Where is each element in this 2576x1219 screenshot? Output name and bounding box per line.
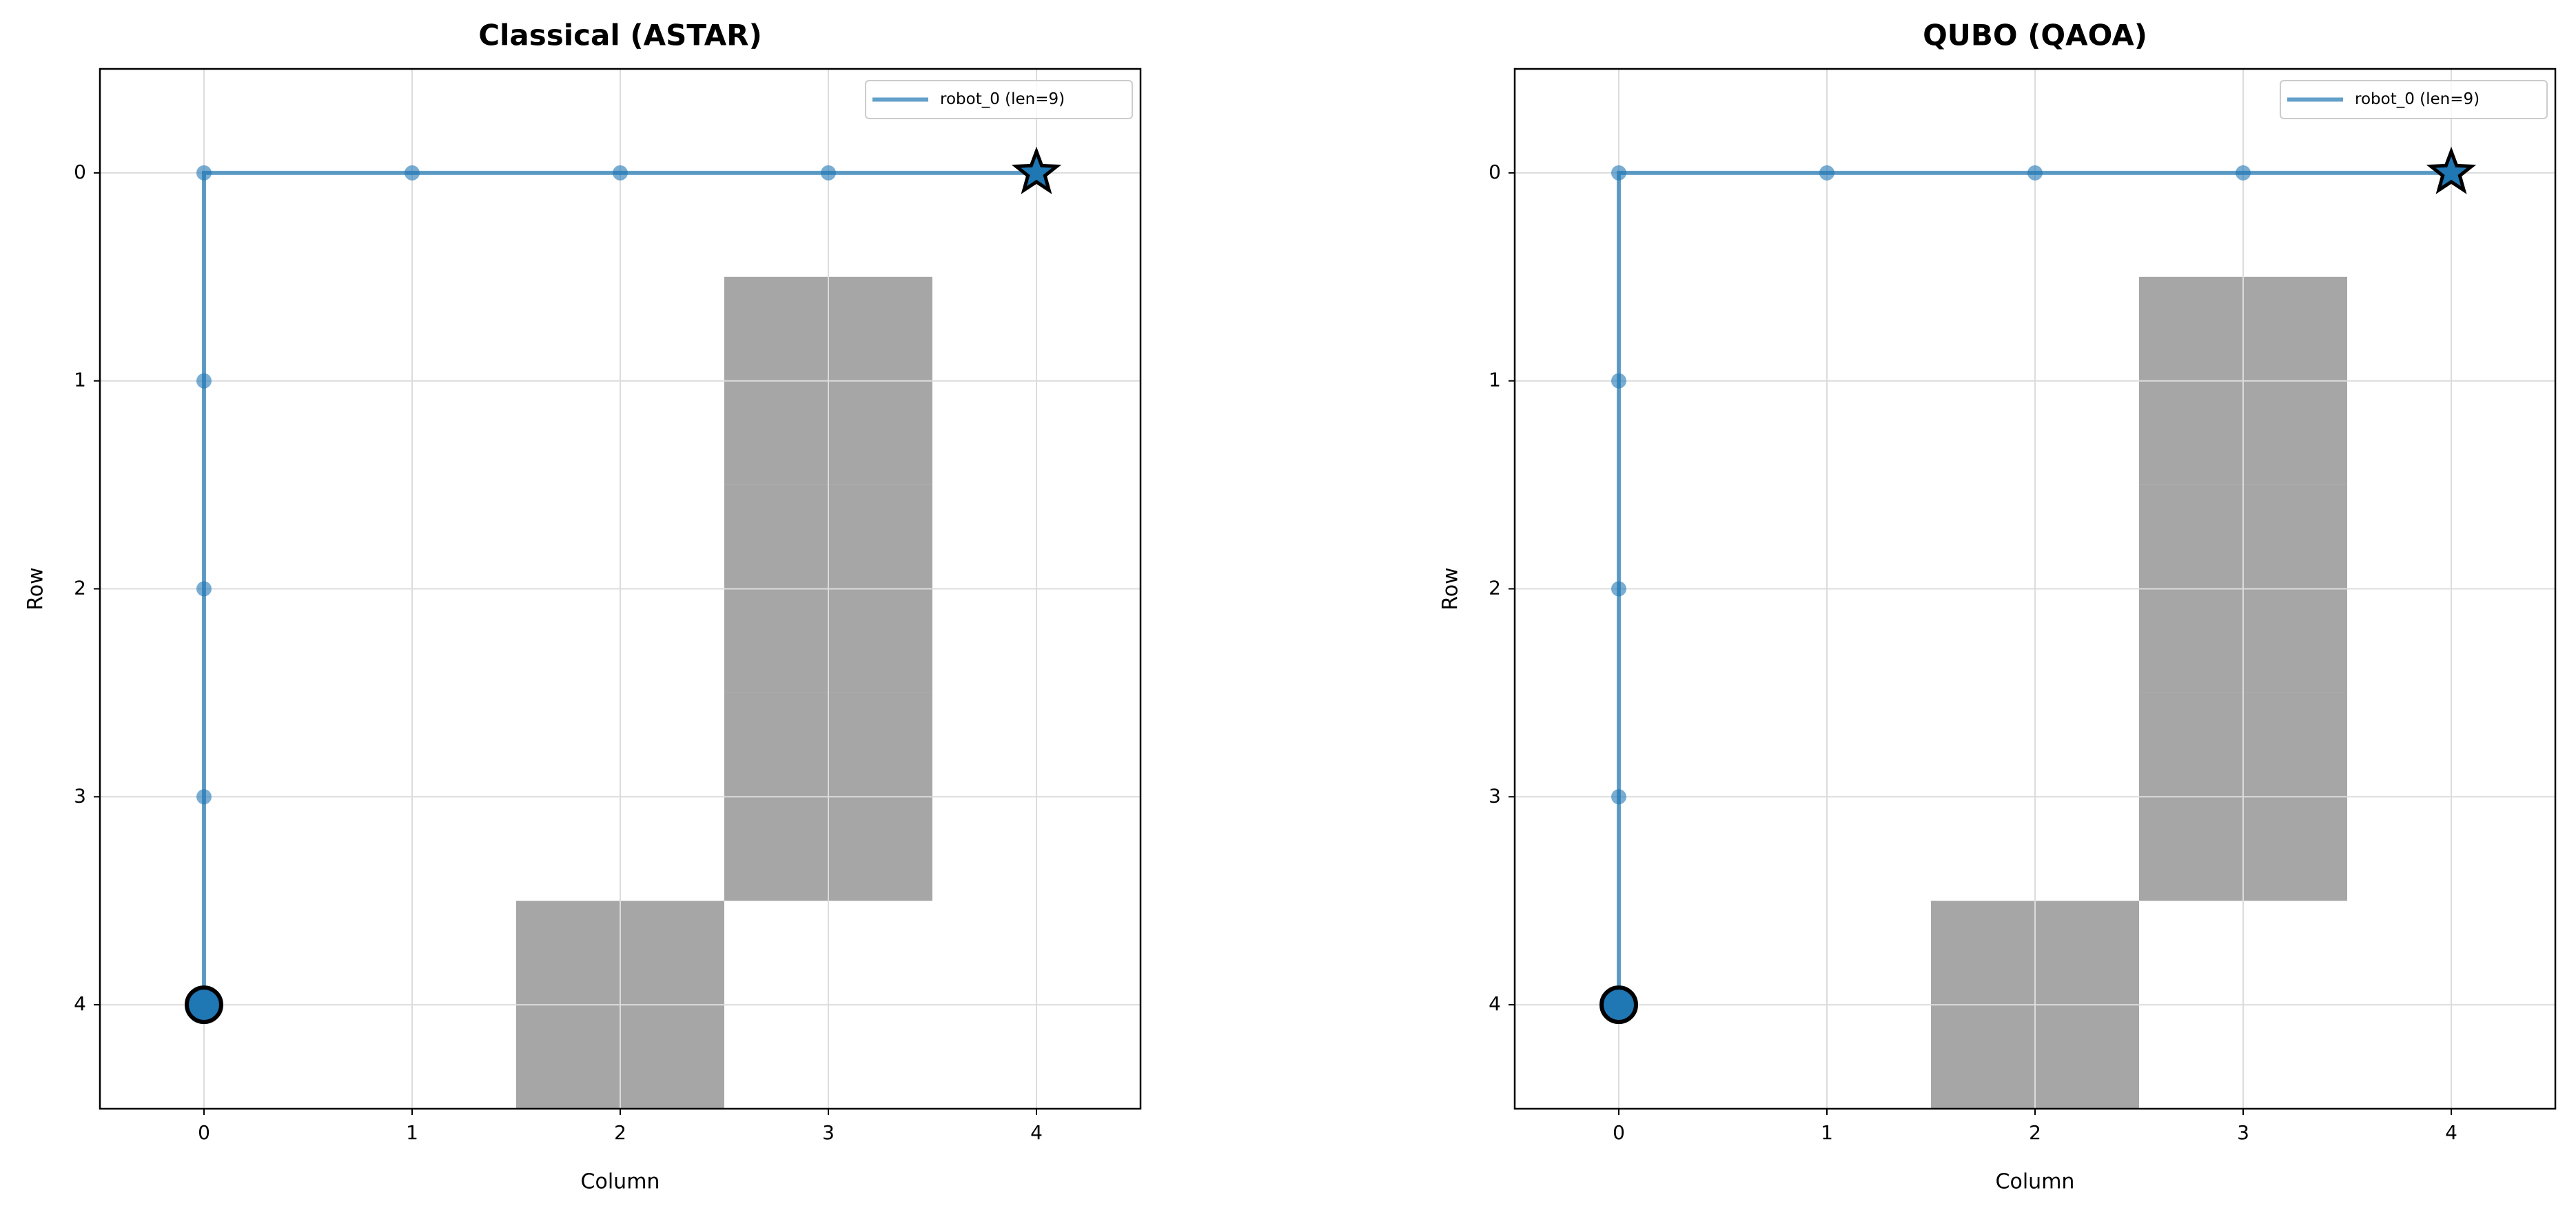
x-tick-label: 0 [198, 1121, 210, 1144]
path-point [1819, 165, 1834, 181]
y-tick-label: 0 [1489, 161, 1501, 183]
chart-title: Classical (ASTAR) [478, 19, 762, 52]
path-point [196, 373, 212, 389]
path-point [196, 581, 212, 597]
path-point [821, 165, 836, 181]
x-tick-label: 1 [1821, 1121, 1833, 1144]
y-tick-label: 3 [74, 784, 86, 807]
x-tick-label: 2 [614, 1121, 626, 1144]
y-tick-label: 1 [1489, 369, 1501, 391]
goal-marker [1011, 146, 1062, 194]
y-axis-label: Row [24, 567, 48, 610]
path-point [196, 789, 212, 805]
y-tick-label: 4 [1489, 992, 1501, 1015]
y-tick-label: 0 [74, 161, 86, 183]
x-tick-label: 2 [2029, 1121, 2041, 1144]
x-tick-label: 1 [406, 1121, 418, 1144]
path-point [405, 165, 420, 181]
start-marker [185, 985, 223, 1025]
x-tick-label: 3 [822, 1121, 835, 1144]
path-point [613, 165, 628, 181]
y-tick-label: 2 [1489, 577, 1501, 600]
start-marker [1599, 985, 1638, 1025]
x-tick-label: 3 [2237, 1121, 2249, 1144]
path-point [1611, 165, 1626, 181]
legend-box [865, 80, 1133, 119]
chart-panel: 0 1 2 3 4 0 1 2 3 4 robot_0 (len=9) QUBO (QAOA) Colu… [1439, 19, 2557, 1194]
y-axis-label: Row [1439, 567, 1463, 610]
x-tick-label: 4 [2445, 1121, 2457, 1144]
axes-frame [99, 68, 1142, 1110]
y-tick-label: 3 [1489, 784, 1501, 807]
path-point [1611, 373, 1626, 389]
x-tick-label: 4 [1030, 1121, 1043, 1144]
y-tick-label: 2 [74, 577, 86, 600]
legend-label: robot_0 (len=9) [940, 90, 1065, 108]
legend-label: robot_0 (len=9) [2355, 90, 2480, 108]
goal-marker [2426, 146, 2477, 194]
x-axis-label: Column [1996, 1170, 2075, 1194]
x-tick-label: 0 [1613, 1121, 1625, 1144]
y-tick-label: 1 [74, 369, 86, 391]
y-tick-label: 4 [74, 992, 86, 1015]
path-point [196, 165, 212, 181]
chart-panel: 0 1 2 3 4 0 1 2 3 4 robot_0 (len=9) Classical (ASTA… [24, 19, 1142, 1194]
x-axis-label: Column [581, 1170, 660, 1194]
chart-title: QUBO (QAOA) [1923, 19, 2147, 52]
path-point [2027, 165, 2043, 181]
legend-box [2280, 80, 2548, 119]
path-point [1611, 789, 1626, 805]
path-point [2236, 165, 2251, 181]
axes-frame [1513, 68, 2557, 1110]
path-point [1611, 581, 1626, 597]
